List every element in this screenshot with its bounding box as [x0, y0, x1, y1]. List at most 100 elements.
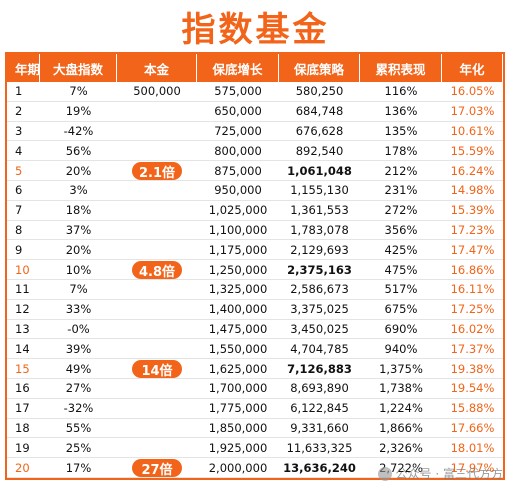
- cell-year: 11: [15, 282, 30, 297]
- cell-floor: 1,775,000: [208, 401, 268, 416]
- cell-floor: 1,475,000: [208, 321, 268, 336]
- cell-strategy: 11,633,325: [286, 440, 353, 455]
- cell-annual: 17.03%: [450, 104, 495, 119]
- cell-annual: 17.37%: [450, 341, 495, 356]
- cell-total: 356%: [384, 222, 418, 237]
- cell-total: 178%: [384, 143, 418, 158]
- cell-strategy: 1,061,048: [287, 163, 352, 178]
- cell-floor: 875,000: [214, 163, 262, 178]
- cell-floor: 950,000: [214, 183, 262, 198]
- table-row: 7 18% 1,025,000 1,361,553 272% 15.39%: [7, 201, 503, 221]
- cell-year: 3: [15, 123, 23, 138]
- cell-index: 7%: [69, 282, 88, 297]
- cell-year: 8: [15, 222, 23, 237]
- cell-index: 39%: [65, 341, 92, 356]
- cell-floor: 1,025,000: [208, 203, 268, 218]
- cell-strategy: 2,129,693: [290, 242, 349, 257]
- cell-index: 20%: [65, 242, 92, 257]
- cell-annual: 17.23%: [450, 222, 495, 237]
- cell-index: -42%: [63, 123, 94, 138]
- cell-year: 20: [15, 460, 30, 475]
- cell-total: 212%: [384, 163, 418, 178]
- cell-index: 19%: [65, 104, 92, 119]
- cell-year: 10: [15, 262, 30, 277]
- cell-index: -0%: [67, 321, 90, 336]
- cell-year: 6: [15, 183, 23, 198]
- cell-index: 10%: [65, 262, 92, 277]
- cell-annual: 16.11%: [450, 282, 495, 297]
- cell-total: 1,375%: [379, 361, 423, 376]
- cell-floor: 1,175,000: [208, 242, 268, 257]
- cell-year: 7: [15, 203, 23, 218]
- header-row: 年期 大盘指数 本金 保底增长 保底策略 累积表现 年化: [7, 54, 503, 82]
- multiple-badge: 27倍: [132, 459, 182, 478]
- table-row: 20 17% 2,000,000 13,636,240 2,722% 17.97%: [7, 458, 503, 478]
- cell-index: 49%: [65, 361, 92, 376]
- table-row: 13 -0% 1,475,000 3,450,025 690% 16.02%: [7, 320, 503, 340]
- header-cell: 大盘指数: [40, 54, 117, 82]
- cell-year: 15: [15, 361, 30, 376]
- table-row: 5 20% 875,000 1,061,048 212% 16.24%: [7, 161, 503, 181]
- table-row: 16 27% 1,700,000 8,693,890 1,738% 19.54%: [7, 379, 503, 399]
- cell-total: 2,326%: [379, 440, 423, 455]
- header-cell: 本金: [117, 54, 197, 82]
- header-cell: 年期: [7, 54, 40, 82]
- cell-index: 20%: [65, 163, 92, 178]
- cell-strategy: 1,361,553: [290, 203, 349, 218]
- watermark-text: 公众号 · 富三代方方: [395, 467, 503, 481]
- cell-strategy: 8,693,890: [290, 381, 349, 396]
- cell-year: 12: [15, 302, 30, 317]
- cell-floor: 1,925,000: [208, 440, 268, 455]
- table-row: 3 -42% 725,000 676,628 135% 10.61%: [7, 122, 503, 142]
- header-cell: 保底增长: [197, 54, 279, 82]
- cell-floor: 800,000: [214, 143, 262, 158]
- multiple-badge: 2.1倍: [132, 162, 182, 181]
- table-row: 14 39% 1,550,000 4,704,785 940% 17.37%: [7, 339, 503, 360]
- cell-annual: 15.39%: [450, 203, 495, 218]
- cell-total: 231%: [384, 183, 418, 198]
- title: 指数基金: [181, 10, 330, 50]
- cell-total: 136%: [384, 104, 418, 119]
- cell-index: 37%: [65, 222, 92, 237]
- cell-year: 4: [15, 143, 23, 158]
- cell-total: 425%: [384, 242, 418, 257]
- cell-total: 135%: [384, 123, 418, 138]
- cell-annual: 19.54%: [450, 381, 495, 396]
- cell-total: 475%: [384, 262, 418, 277]
- cell-index: 3%: [69, 183, 88, 198]
- cell-index: -32%: [63, 401, 94, 416]
- table-row: 19 25% 1,925,000 11,633,325 2,326% 18.01%: [7, 438, 503, 459]
- cell-index: 17%: [65, 460, 92, 475]
- cell-year: 9: [15, 242, 23, 257]
- multiple-badge: 4.8倍: [132, 261, 182, 280]
- cell-strategy: 1,783,078: [290, 222, 349, 237]
- cell-total: 517%: [384, 282, 418, 297]
- cell-annual: 17.66%: [450, 420, 495, 435]
- cell-annual: 10.61%: [450, 123, 495, 138]
- cell-total: 675%: [384, 302, 418, 317]
- cell-total: 1,866%: [379, 420, 423, 435]
- watermark-icon: [377, 466, 392, 481]
- cell-year: 18: [15, 420, 30, 435]
- cell-index: 18%: [65, 203, 92, 218]
- cell-annual: 19.38%: [450, 361, 495, 376]
- cell-strategy: 1,155,130: [290, 183, 349, 198]
- cell-annual: 17.25%: [450, 302, 495, 317]
- cell-year: 19: [15, 440, 30, 455]
- watermark: 公众号 · 富三代方方: [377, 465, 503, 482]
- cell-annual: 16.24%: [450, 163, 495, 178]
- header-cell: 保底策略: [279, 54, 360, 82]
- cell-floor: 650,000: [214, 104, 262, 119]
- cell-annual: 15.59%: [450, 143, 495, 158]
- cell-total: 116%: [384, 84, 418, 99]
- cell-floor: 725,000: [214, 123, 262, 138]
- table-row: 8 37% 1,100,000 1,783,078 356% 17.23%: [7, 221, 503, 241]
- cell-total: 1,738%: [379, 381, 423, 396]
- table-row: 12 33% 1,400,000 3,375,025 675% 17.25%: [7, 300, 503, 320]
- cell-year: 5: [15, 163, 23, 178]
- cell-year: 13: [15, 321, 30, 336]
- cell-annual: 16.86%: [450, 262, 495, 277]
- cell-strategy: 684,748: [295, 104, 344, 119]
- cell-total: 940%: [384, 341, 418, 356]
- cell-strategy: 580,250: [295, 84, 344, 99]
